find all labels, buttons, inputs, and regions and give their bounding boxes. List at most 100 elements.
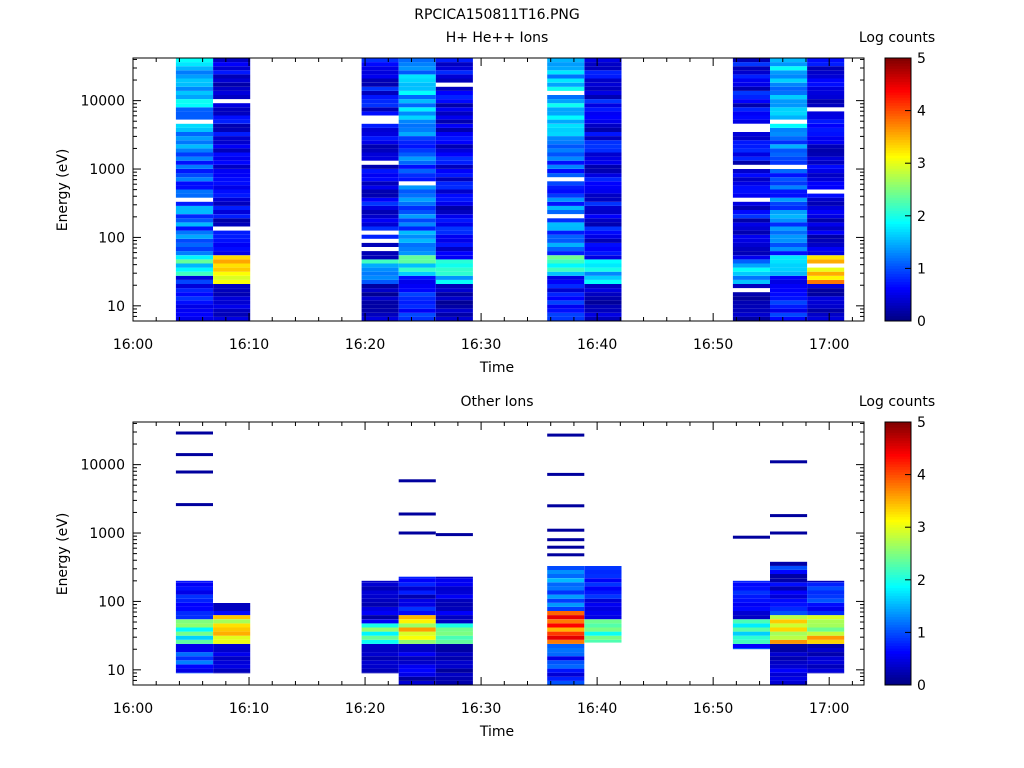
- heatmap-cell: [770, 66, 808, 71]
- heatmap-cell: [213, 259, 251, 264]
- heatmap-cell: [435, 259, 473, 264]
- heatmap-cell: [584, 590, 622, 595]
- colorbar-segment: [885, 102, 911, 106]
- heatmap-cell: [175, 247, 213, 252]
- heatmap-cell: [361, 251, 399, 256]
- heatmap-cell: [361, 86, 399, 91]
- heatmap-cell: [807, 218, 845, 223]
- colorbar-segment: [885, 550, 911, 554]
- colorbar-segment: [885, 79, 911, 83]
- heatmap-cell: [435, 279, 473, 284]
- colorbar-segment: [885, 627, 911, 631]
- heatmap-cell: [807, 296, 845, 301]
- heatmap-cell: [435, 251, 473, 256]
- heatmap-cell: [770, 144, 808, 149]
- heatmap-cell: [547, 590, 585, 595]
- heatmap-cell: [361, 267, 399, 272]
- heatmap-cell: [807, 312, 845, 317]
- colorbar-segment: [885, 450, 911, 454]
- heatmap-cell: [807, 230, 845, 235]
- heatmap-cell: [361, 169, 399, 174]
- heatmap-cell: [361, 156, 399, 161]
- heatmap-cell: [398, 586, 436, 591]
- heatmap-cell: [770, 140, 808, 145]
- heatmap-cell: [584, 189, 622, 194]
- heatmap-cell: [770, 238, 808, 243]
- heatmap-cell: [175, 242, 213, 247]
- heatmap-cell: [807, 214, 845, 219]
- heatmap-cell: [732, 615, 770, 620]
- heatmap-cell: [175, 602, 213, 607]
- heatmap-cell: [807, 275, 845, 280]
- heatmap-cell: [435, 70, 473, 75]
- heatmap-cell: [732, 316, 770, 321]
- heatmap-cell: [547, 652, 585, 657]
- heatmap-cell: [770, 90, 808, 95]
- heatmap-cell: [175, 300, 213, 305]
- heatmap-cell: [732, 160, 770, 165]
- heatmap-cell: [175, 218, 213, 223]
- colorbar-segment: [885, 134, 911, 138]
- heatmap-cell: [435, 656, 473, 661]
- colorbar-segment: [885, 674, 911, 678]
- heatmap-cell: [547, 271, 585, 276]
- heatmap-cell: [547, 279, 585, 284]
- heatmap-cell: [770, 95, 808, 100]
- heatmap-cell: [732, 279, 770, 284]
- heatmap-cell: [435, 643, 473, 648]
- heatmap-cell: [770, 623, 808, 628]
- heatmap-cell: [213, 652, 251, 657]
- heatmap-cell: [584, 566, 622, 570]
- heatmap-cell: [361, 586, 399, 591]
- heatmap-cell: [361, 631, 399, 636]
- heatmap-cell: [770, 656, 808, 661]
- heatmap-cell: [213, 263, 251, 268]
- heatmap-cell: [547, 95, 585, 100]
- heatmap-cell: [547, 566, 585, 570]
- heatmap-cell: [547, 631, 585, 636]
- heatmap-cell: [770, 234, 808, 239]
- heatmap-cell: [435, 300, 473, 305]
- colorbar-segment: [885, 284, 911, 288]
- heatmap-cell: [398, 58, 436, 63]
- colorbar-segment: [885, 511, 911, 515]
- x-tick-label: 16:00: [113, 337, 153, 353]
- heatmap-cell: [175, 292, 213, 297]
- heatmap-cell: [770, 62, 808, 67]
- colorbar-segment: [885, 542, 911, 547]
- heatmap-cell: [547, 152, 585, 157]
- heatmap-cell: [398, 267, 436, 272]
- heatmap-cell: [770, 300, 808, 305]
- heatmap-cell: [807, 226, 845, 231]
- heatmap-cell: [435, 627, 473, 632]
- colorbar-segment: [885, 514, 911, 518]
- heatmap-cell: [584, 578, 622, 583]
- heatmap-cell: [361, 598, 399, 603]
- heatmap-cell: [770, 58, 808, 63]
- heatmap-cell: [175, 296, 213, 301]
- heatmap-cell: [361, 95, 399, 100]
- colorbar-segment: [885, 168, 911, 172]
- heatmap-column: [584, 566, 622, 643]
- heatmap-cell: [213, 606, 251, 611]
- heatmap-cell: [435, 173, 473, 178]
- colorbar-segment: [885, 500, 911, 504]
- y-tick-label: 100: [98, 594, 125, 610]
- panel-h-he-ions: H+ He++ Ions Time Energy (eV) Log counts…: [55, 30, 935, 376]
- heatmap-cell: [770, 247, 808, 252]
- heatmap-cell: [398, 119, 436, 124]
- colorbar-segment: [885, 448, 911, 452]
- heatmap-cell: [547, 123, 585, 128]
- colorbar-segment: [885, 424, 911, 428]
- colorbar-segment: [885, 479, 911, 483]
- heatmap-cell: [584, 288, 622, 293]
- heatmap-cell: [435, 623, 473, 628]
- heatmap-cell: [175, 234, 213, 239]
- heatmap-cell: [175, 611, 213, 616]
- heatmap-cell: [175, 86, 213, 91]
- heatmap-cell: [584, 255, 622, 260]
- heatmap-cell: [584, 173, 622, 178]
- heatmap-cell: [807, 672, 845, 674]
- heatmap-cell: [361, 58, 399, 63]
- heatmap-cell: [732, 82, 770, 87]
